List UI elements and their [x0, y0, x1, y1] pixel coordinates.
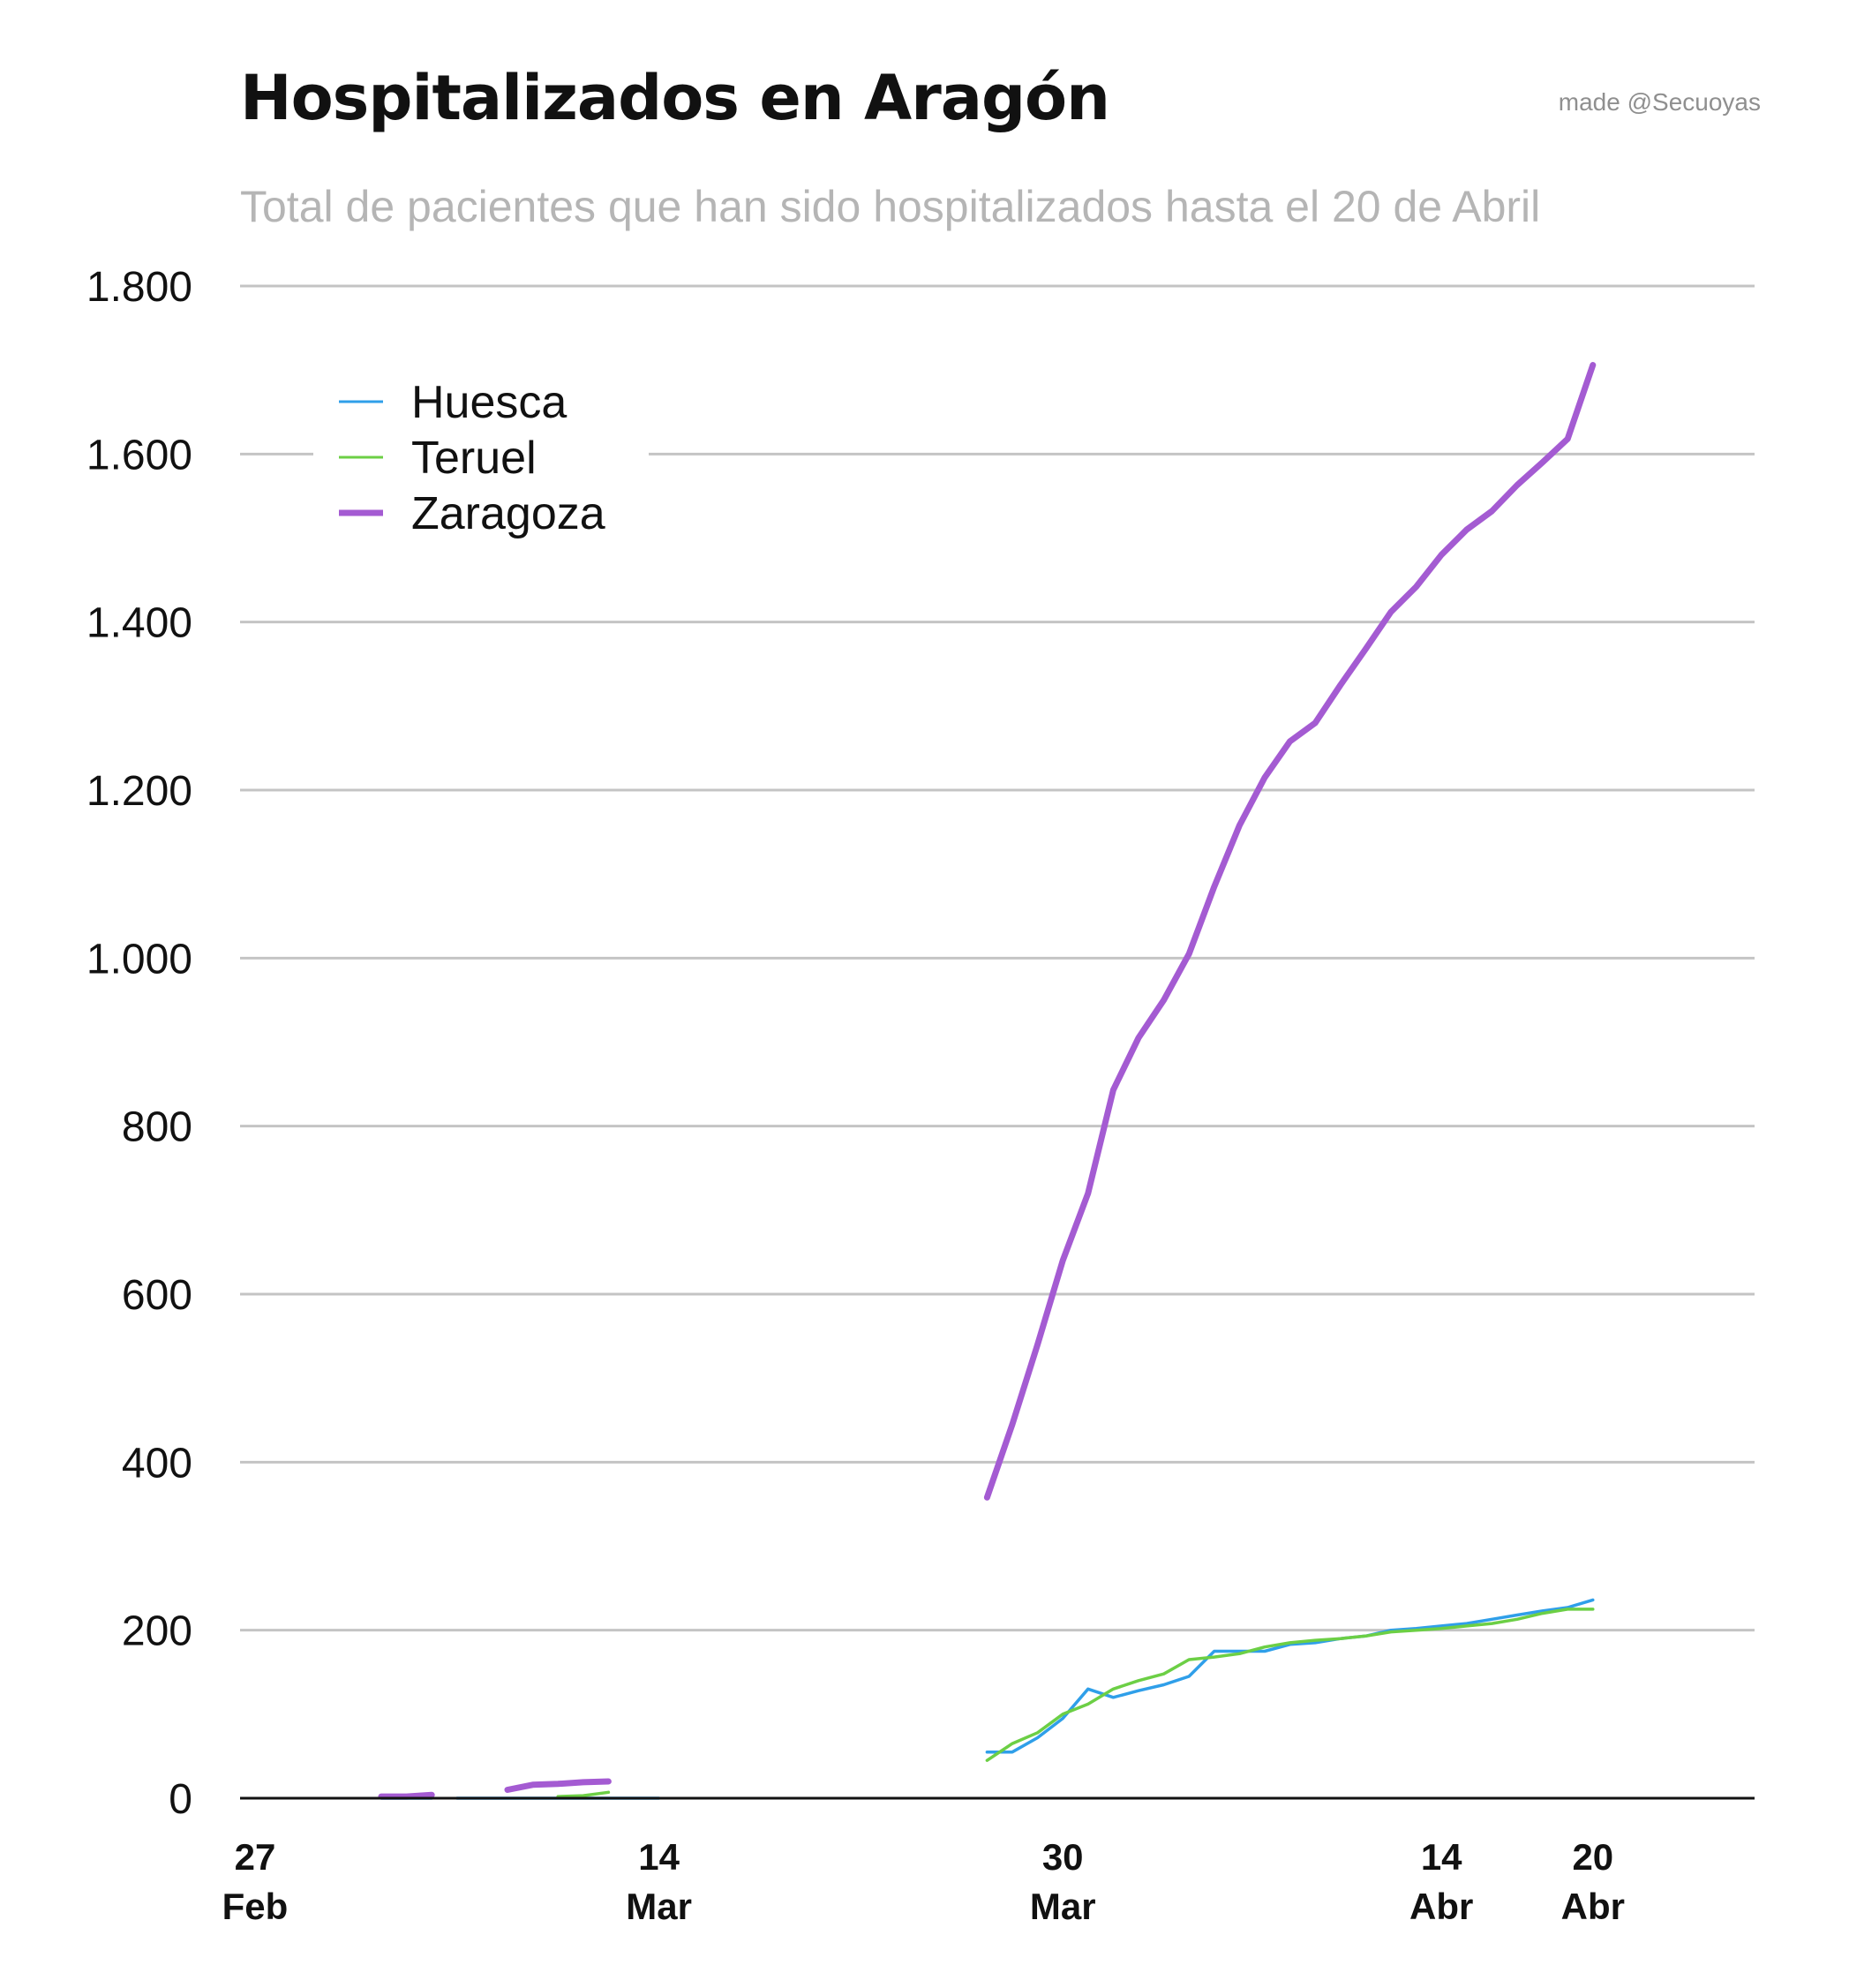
series-line-zaragoza	[378, 1791, 435, 1800]
series-lines	[378, 362, 1597, 1800]
legend-background	[313, 371, 649, 547]
legend-item-teruel: Teruel	[339, 433, 537, 484]
y-axis-ticks: 0 200 400 600 800 1.000 1.200 1.400 1.600 1.800	[86, 264, 192, 1823]
legend-label: Huesca	[411, 377, 567, 428]
y-tick-label: 0	[169, 1776, 192, 1823]
series-line-teruel	[985, 1608, 1595, 1762]
y-tick-label: 1.400	[86, 600, 192, 647]
x-tick-day: 14	[638, 1836, 680, 1878]
series-line-zaragoza	[983, 362, 1597, 1501]
x-tick-month: Abr	[1561, 1886, 1625, 1927]
y-tick-label: 600	[122, 1272, 192, 1319]
series-zaragoza	[378, 362, 1597, 1800]
legend-item-zaragoza: Zaragoza	[339, 488, 605, 539]
x-tick-month: Mar	[1030, 1886, 1096, 1927]
x-tick-day: 14	[1421, 1836, 1462, 1878]
y-tick-label: 1.000	[86, 936, 192, 983]
series-line-huesca	[985, 1598, 1595, 1754]
legend-item-huesca: Huesca	[339, 377, 567, 428]
x-tick-day: 30	[1042, 1836, 1084, 1878]
series-line-zaragoza	[504, 1778, 612, 1793]
x-tick-label: 30 Mar	[1030, 1836, 1096, 1927]
x-tick-label: 14 Abr	[1409, 1836, 1473, 1927]
chart-title: Hospitalizados en Aragón	[240, 62, 1110, 134]
series-teruel	[556, 1608, 1595, 1798]
credit-label: made @Secuoyas	[1558, 88, 1761, 116]
x-tick-day: 20	[1572, 1836, 1613, 1878]
y-tick-label: 200	[122, 1608, 192, 1655]
x-tick-month: Mar	[626, 1886, 692, 1927]
y-tick-label: 1.200	[86, 768, 192, 815]
legend-label: Zaragoza	[411, 488, 605, 539]
y-tick-label: 1.600	[86, 432, 192, 478]
y-tick-label: 1.800	[86, 264, 192, 311]
series-line-teruel	[556, 1790, 611, 1798]
y-tick-label: 400	[122, 1440, 192, 1487]
chart-subtitle: Total de pacientes que han sido hospital…	[240, 182, 1541, 231]
x-tick-label: 27 Feb	[222, 1836, 289, 1927]
x-tick-label: 20 Abr	[1561, 1836, 1625, 1927]
x-tick-label: 14 Mar	[626, 1836, 692, 1927]
y-tick-label: 800	[122, 1104, 192, 1151]
x-axis-ticks: 27 Feb 14 Mar 30 Mar 14 Abr 20 Abr	[222, 1836, 1625, 1927]
x-tick-month: Abr	[1409, 1886, 1473, 1927]
x-tick-day: 27	[235, 1836, 276, 1878]
x-tick-month: Feb	[222, 1886, 289, 1927]
legend-label: Teruel	[411, 433, 537, 484]
gridlines	[240, 284, 1755, 1632]
